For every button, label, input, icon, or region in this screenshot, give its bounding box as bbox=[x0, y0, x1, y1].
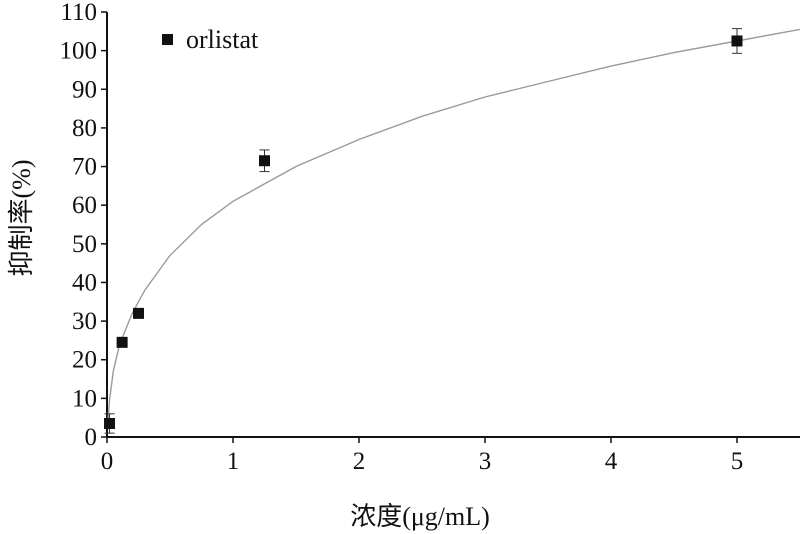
x-tick-label: 3 bbox=[479, 448, 492, 475]
y-tick-label: 20 bbox=[72, 347, 97, 374]
legend-label: orlistat bbox=[186, 25, 259, 54]
y-tick-label: 60 bbox=[72, 192, 97, 219]
x-tick-label: 2 bbox=[353, 448, 366, 475]
x-tick-label: 5 bbox=[731, 448, 744, 475]
data-point bbox=[104, 417, 116, 429]
x-tick-label: 4 bbox=[605, 448, 618, 475]
y-tick-label: 90 bbox=[72, 76, 97, 103]
data-point bbox=[133, 307, 144, 319]
x-tick-label: 0 bbox=[101, 448, 114, 475]
y-tick-label: 40 bbox=[72, 269, 97, 296]
fit-curve-layer bbox=[106, 28, 800, 426]
y-tick-label: 30 bbox=[72, 308, 97, 335]
legend-marker bbox=[162, 34, 173, 45]
data-points-layer bbox=[104, 28, 743, 434]
y-axis-title: 抑制率(%) bbox=[7, 160, 36, 277]
y-tick-label: 80 bbox=[72, 115, 97, 142]
legend: orlistat bbox=[162, 25, 259, 54]
data-point bbox=[116, 336, 128, 348]
data-point bbox=[731, 35, 743, 47]
x-tick-label: 1 bbox=[227, 448, 240, 475]
y-tick-label: 70 bbox=[72, 154, 97, 181]
y-tick-label: 0 bbox=[85, 424, 98, 451]
y-tick-label: 50 bbox=[72, 231, 97, 258]
y-tick-label: 110 bbox=[60, 0, 97, 26]
data-point bbox=[259, 155, 270, 167]
fit-curve bbox=[106, 28, 800, 426]
axes: 0 10 20 30 40 50 60 70 80 90 100 110 0 1 2 3 4 5 bbox=[60, 0, 800, 475]
x-axis-title: 浓度(μg/mL) bbox=[350, 502, 490, 531]
y-tick-label: 100 bbox=[60, 38, 98, 65]
y-tick-label: 10 bbox=[72, 385, 97, 412]
